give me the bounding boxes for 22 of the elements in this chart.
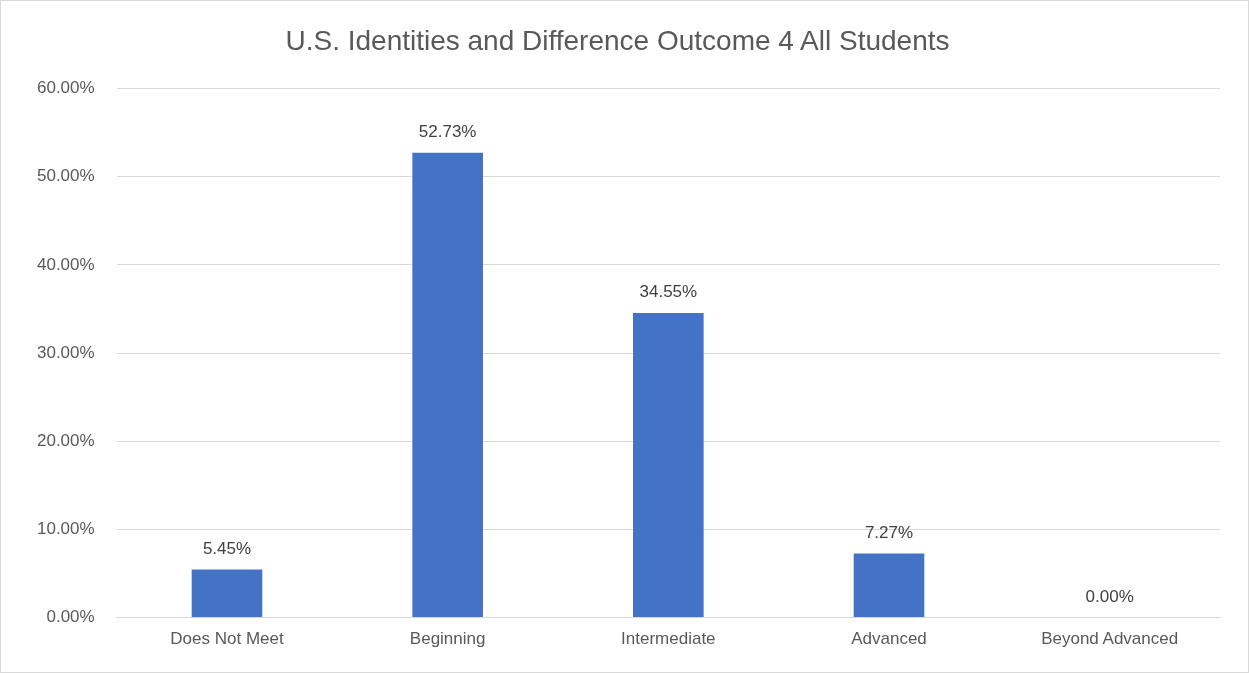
data-label: 5.45% (202, 538, 252, 558)
data-label: 52.73% (418, 121, 477, 141)
x-tick-label: Beginning (409, 629, 486, 649)
bar (853, 553, 925, 618)
y-tick-label: 30.00% (36, 342, 95, 362)
y-tick-label: 60.00% (36, 78, 95, 98)
y-tick-label: 40.00% (36, 254, 95, 274)
chart-title: U.S. Identities and Difference Outcome 4 All Students (285, 24, 950, 56)
x-tick-label: Advanced (851, 629, 927, 649)
x-tick-label: Intermediate (621, 629, 716, 649)
bar (633, 312, 704, 618)
bar (191, 569, 263, 618)
data-label: 7.27% (864, 522, 914, 542)
data-label: 34.55% (639, 282, 698, 302)
y-tick-label: 10.00% (36, 519, 95, 539)
y-tick-label: 50.00% (36, 166, 95, 186)
y-tick-label: 20.00% (36, 430, 95, 450)
bar (412, 152, 483, 618)
data-label: 0.00% (1085, 586, 1134, 606)
x-tick-label: Beyond Advanced (1041, 629, 1179, 649)
y-tick-label: 0.00% (46, 607, 95, 627)
x-tick-label: Does Not Meet (170, 629, 284, 649)
